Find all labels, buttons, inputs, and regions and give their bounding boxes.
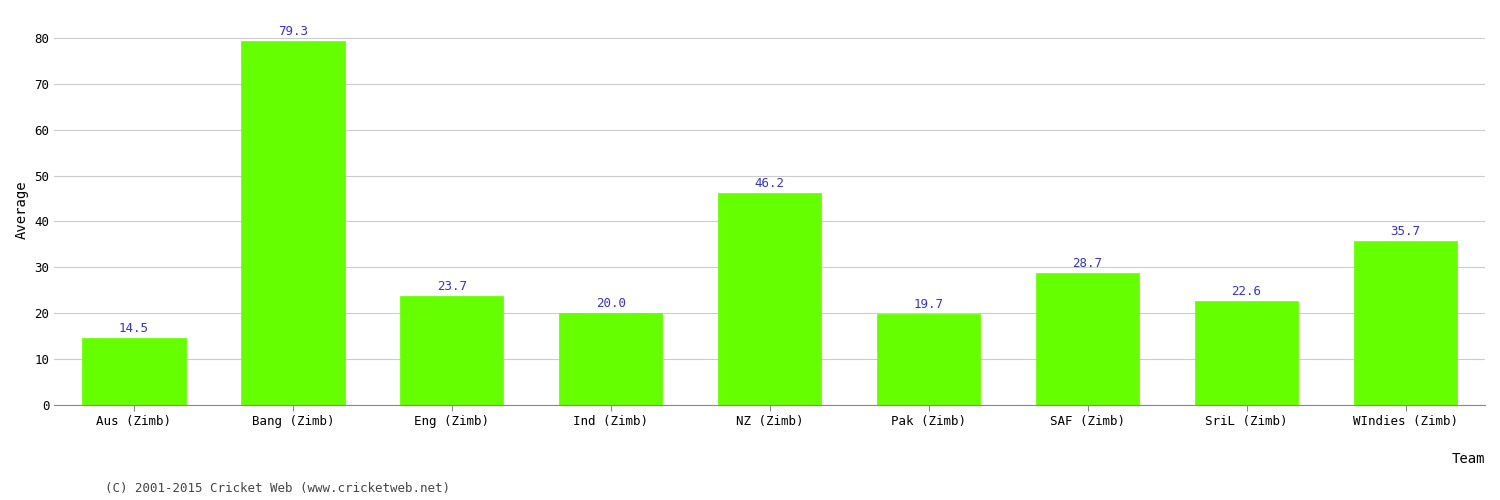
Text: (C) 2001-2015 Cricket Web (www.cricketweb.net): (C) 2001-2015 Cricket Web (www.cricketwe… <box>105 482 450 495</box>
Bar <box>1354 241 1456 405</box>
Text: 23.7: 23.7 <box>436 280 466 293</box>
Text: 22.6: 22.6 <box>1232 285 1262 298</box>
Bar <box>82 338 186 405</box>
Bar <box>718 193 822 405</box>
Text: 20.0: 20.0 <box>596 297 626 310</box>
Text: 35.7: 35.7 <box>1390 225 1420 238</box>
Text: Team: Team <box>1452 452 1485 466</box>
Text: 46.2: 46.2 <box>754 176 784 190</box>
Bar <box>878 314 981 405</box>
Text: 19.7: 19.7 <box>914 298 944 311</box>
Text: 28.7: 28.7 <box>1072 257 1102 270</box>
Bar <box>1196 301 1298 405</box>
Bar <box>400 296 504 405</box>
Text: 79.3: 79.3 <box>278 25 308 38</box>
Bar <box>1036 273 1140 405</box>
Bar <box>560 313 663 405</box>
Text: 14.5: 14.5 <box>118 322 148 335</box>
Bar <box>242 41 345 405</box>
Y-axis label: Average: Average <box>15 180 28 239</box>
